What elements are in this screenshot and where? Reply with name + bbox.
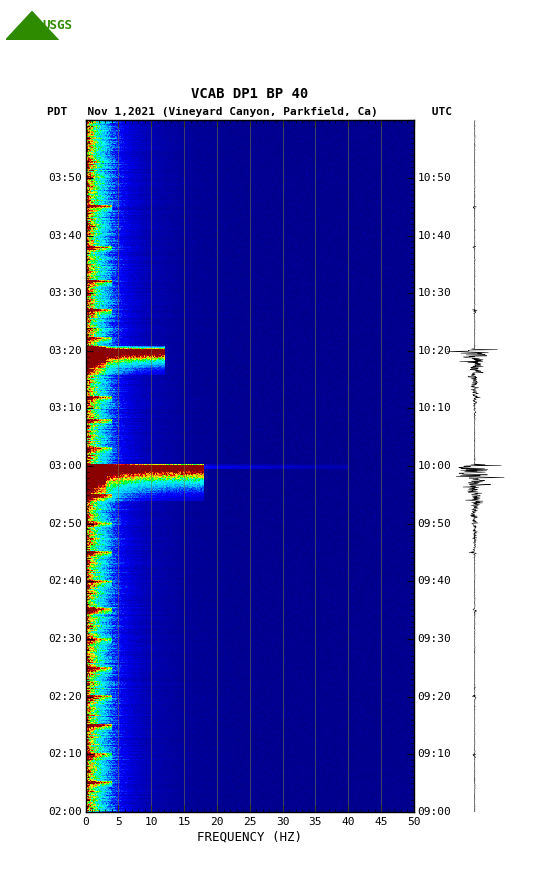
- Text: 03:40: 03:40: [49, 231, 82, 241]
- Text: 02:30: 02:30: [49, 634, 82, 644]
- Text: 10:10: 10:10: [417, 403, 451, 414]
- Text: 02:20: 02:20: [49, 691, 82, 701]
- Text: USGS: USGS: [42, 20, 72, 32]
- Text: 09:30: 09:30: [417, 634, 451, 644]
- Text: 03:50: 03:50: [49, 173, 82, 183]
- Text: 10:20: 10:20: [417, 346, 451, 356]
- Text: 02:10: 02:10: [49, 749, 82, 759]
- X-axis label: FREQUENCY (HZ): FREQUENCY (HZ): [197, 830, 302, 844]
- Text: 09:50: 09:50: [417, 518, 451, 529]
- Text: 02:40: 02:40: [49, 576, 82, 586]
- Text: 03:10: 03:10: [49, 403, 82, 414]
- Text: 10:40: 10:40: [417, 231, 451, 241]
- Text: 03:00: 03:00: [49, 461, 82, 471]
- Text: PDT   Nov 1,2021 (Vineyard Canyon, Parkfield, Ca)        UTC: PDT Nov 1,2021 (Vineyard Canyon, Parkfie…: [47, 106, 452, 117]
- Text: 10:30: 10:30: [417, 288, 451, 298]
- Text: 09:00: 09:00: [417, 806, 451, 817]
- Text: 09:20: 09:20: [417, 691, 451, 701]
- Text: 10:00: 10:00: [417, 461, 451, 471]
- Text: 03:30: 03:30: [49, 288, 82, 298]
- Text: 09:10: 09:10: [417, 749, 451, 759]
- Text: 03:20: 03:20: [49, 346, 82, 356]
- Polygon shape: [6, 12, 59, 40]
- Text: 10:50: 10:50: [417, 173, 451, 183]
- Text: 02:00: 02:00: [49, 806, 82, 817]
- Text: VCAB DP1 BP 40: VCAB DP1 BP 40: [191, 87, 309, 101]
- Text: 09:40: 09:40: [417, 576, 451, 586]
- Text: 02:50: 02:50: [49, 518, 82, 529]
